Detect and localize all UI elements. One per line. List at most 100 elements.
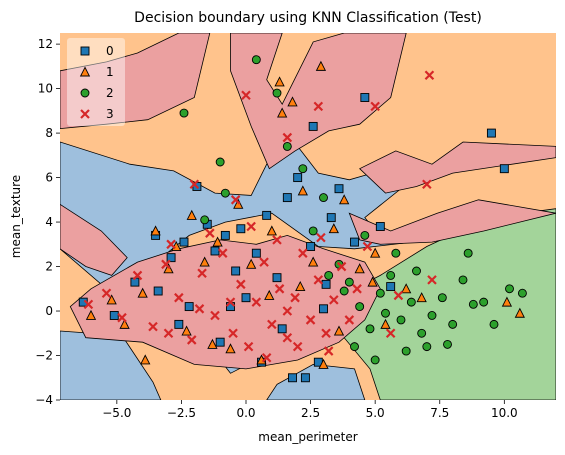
- legend-label: 2: [106, 86, 114, 100]
- y-axis-ticks: −4 −2 0 2 4 6 8 10 12: [35, 37, 60, 407]
- data-point-class-1: [318, 358, 329, 369]
- decision-region-class-2: [328, 208, 556, 400]
- data-point-class-0: [184, 302, 194, 312]
- legend-label: 0: [106, 44, 114, 58]
- x-tick-label: 0.0: [236, 406, 255, 420]
- data-point-class-2: [319, 193, 328, 203]
- legend-label: 3: [106, 107, 114, 121]
- data-point-class-0: [166, 253, 176, 263]
- data-point-class-2: [370, 355, 380, 365]
- data-point-class-0: [277, 324, 287, 334]
- x-axis-label: mean_perimeter: [258, 430, 357, 444]
- data-point-class-2: [355, 302, 365, 312]
- data-point-class-2: [272, 88, 282, 98]
- data-point-class-2: [365, 324, 375, 334]
- data-point-class-3: [243, 341, 254, 352]
- x-tick-label: −5.0: [102, 406, 131, 420]
- data-point-class-2: [401, 346, 411, 356]
- data-point-class-2: [517, 288, 527, 298]
- data-point-class-1: [416, 292, 427, 303]
- data-point-class-2: [479, 297, 489, 307]
- data-point-class-2: [422, 342, 432, 352]
- data-point-class-0: [350, 237, 359, 247]
- data-point-class-2: [375, 288, 385, 298]
- data-point-class-1: [106, 294, 117, 305]
- x-tick-label: 7.5: [430, 406, 449, 420]
- y-tick-label: 4: [45, 215, 53, 229]
- data-point-class-0: [109, 311, 119, 320]
- data-point-class-1: [266, 225, 277, 236]
- data-point-class-3: [313, 275, 324, 285]
- data-point-class-3: [282, 332, 293, 343]
- data-point-class-3: [101, 288, 112, 299]
- data-point-class-1: [186, 209, 197, 220]
- data-point-class-1: [140, 354, 151, 365]
- data-point-class-3: [210, 310, 220, 321]
- data-point-class-2: [505, 284, 514, 294]
- data-point-class-3: [305, 315, 316, 325]
- data-point-class-0: [262, 210, 272, 220]
- data-point-class-3: [424, 70, 435, 81]
- data-point-class-0: [231, 266, 241, 276]
- data-point-class-1: [501, 296, 513, 307]
- data-point-class-0: [375, 222, 385, 231]
- y-tick-label: 2: [45, 260, 53, 274]
- data-point-class-0: [306, 242, 316, 251]
- data-point-class-1: [514, 307, 525, 318]
- data-point-class-3: [241, 90, 251, 101]
- data-point-class-2: [406, 297, 416, 307]
- data-point-class-2: [396, 315, 406, 325]
- data-point-class-3: [422, 179, 432, 190]
- data-point-class-3: [292, 341, 303, 352]
- data-point-class-3: [274, 284, 285, 294]
- data-point-class-0: [236, 224, 246, 234]
- legend: 0 1 2 3: [67, 38, 125, 126]
- data-point-class-3: [194, 304, 205, 314]
- data-point-class-1: [339, 194, 350, 205]
- data-point-class-1: [150, 225, 161, 236]
- data-point-class-3: [246, 221, 256, 232]
- data-point-class-3: [261, 352, 272, 363]
- y-tick-label: 0: [45, 304, 53, 318]
- data-point-class-3: [161, 259, 171, 270]
- data-point-class-0: [293, 173, 303, 183]
- data-point-class-2: [215, 157, 225, 167]
- data-point-class-0: [282, 193, 292, 203]
- data-point-class-3: [148, 321, 158, 332]
- data-point-class-2: [468, 299, 478, 309]
- data-point-class-2: [282, 141, 292, 151]
- data-point-class-1: [367, 276, 378, 287]
- data-point-class-3: [393, 290, 404, 301]
- data-point-class-0: [251, 248, 261, 258]
- data-point-class-1: [199, 256, 210, 267]
- data-point-class-3: [316, 232, 326, 243]
- data-point-class-3: [321, 328, 331, 339]
- data-point-class-3: [132, 270, 143, 281]
- data-point-class-2: [391, 248, 401, 258]
- data-point-class-1: [354, 263, 365, 274]
- data-point-class-2: [179, 108, 189, 118]
- legend-marker-class-0: [80, 46, 90, 56]
- data-point-class-0: [153, 286, 163, 296]
- data-point-class-3: [272, 235, 282, 245]
- data-point-class-2: [458, 275, 468, 285]
- data-point-class-1: [233, 198, 244, 209]
- data-point-class-3: [205, 228, 215, 238]
- data-point-class-2: [437, 293, 447, 303]
- y-tick-label: −2: [35, 349, 53, 363]
- data-point-class-0: [360, 93, 370, 102]
- data-point-class-3: [329, 295, 339, 305]
- data-point-class-3: [197, 268, 207, 278]
- data-point-class-0: [220, 230, 230, 240]
- data-point-class-0: [326, 213, 336, 223]
- data-point-class-1: [401, 283, 412, 294]
- data-point-class-3: [251, 297, 262, 307]
- decision-region-class-3: [60, 203, 128, 276]
- y-tick-label: 10: [38, 82, 53, 96]
- data-point-class-0: [241, 293, 251, 303]
- x-tick-label: 2.5: [301, 406, 320, 420]
- data-point-class-1: [85, 309, 97, 320]
- data-point-class-3: [117, 312, 127, 323]
- data-point-class-0: [319, 304, 328, 314]
